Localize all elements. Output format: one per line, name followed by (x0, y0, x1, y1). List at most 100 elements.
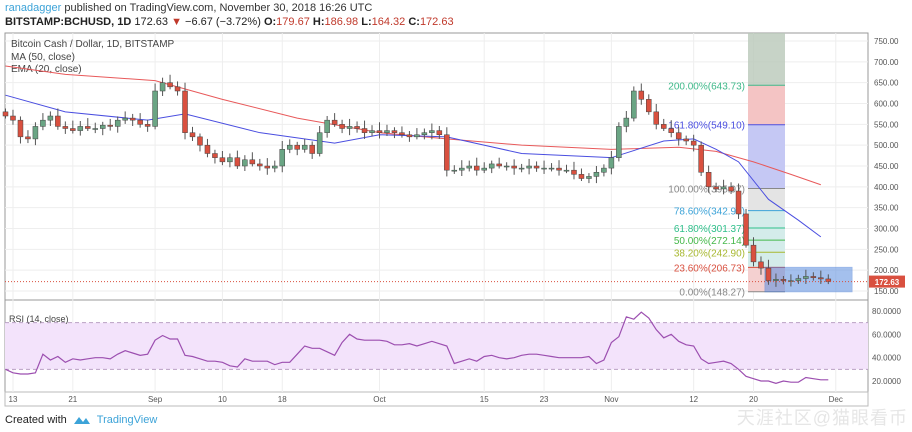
candle-96 (720, 186, 727, 190)
candle-85 (638, 90, 645, 100)
candle-89 (668, 128, 674, 133)
candle-90 (675, 132, 682, 140)
candle-40 (301, 144, 308, 150)
candle-53 (399, 132, 405, 136)
candle-95 (713, 186, 719, 190)
candle-23 (174, 86, 181, 92)
candle-78 (586, 176, 592, 179)
fib-label-4: 61.80%(301.37) (674, 224, 745, 235)
candle-50 (376, 130, 383, 133)
fib-zone (748, 85, 785, 125)
candle-110 (825, 278, 832, 282)
candle-26 (197, 136, 203, 146)
candle-19 (144, 124, 151, 127)
candle-24 (182, 90, 188, 133)
time-tick: 10 (218, 395, 227, 404)
candle-47 (354, 126, 360, 129)
rsi-tick: 80.0000 (872, 307, 901, 316)
fib-label-8: 0.00%(148.27) (679, 288, 745, 299)
candle-55 (414, 134, 420, 138)
candle-20 (152, 90, 158, 127)
symbol: BITSTAMP:BCHUSD, 1D (5, 16, 132, 28)
candle-3 (25, 136, 31, 140)
price-chart[interactable]: Bitcoin Cash / Dollar, 1D, BITSTAMP MA (… (0, 0, 912, 412)
candle-103 (773, 279, 779, 281)
candle-64 (481, 167, 487, 171)
candle-70 (526, 165, 532, 169)
candle-4 (32, 126, 39, 140)
watermark: 天涯社区@猫眼看币 (736, 408, 908, 428)
candle-60 (451, 169, 458, 172)
fib-label-6: 38.20%(242.90) (674, 248, 745, 259)
candle-94 (705, 172, 712, 188)
fib-zone (748, 188, 785, 211)
candle-7 (55, 115, 61, 127)
candle-35 (264, 165, 271, 169)
candle-84 (631, 90, 637, 119)
time-tick: Sep (148, 395, 163, 404)
time-tick: Dec (829, 395, 843, 404)
price-tick: 300.00 (874, 225, 899, 234)
price-tick: 450.00 (874, 162, 899, 171)
candle-31 (234, 157, 241, 167)
candle-104 (780, 279, 787, 281)
tradingview-logo-icon (73, 417, 90, 424)
candle-32 (242, 159, 248, 167)
candle-73 (548, 167, 555, 170)
candle-49 (369, 130, 375, 133)
candle-11 (85, 126, 91, 129)
candle-18 (137, 119, 143, 125)
candle-27 (204, 144, 211, 154)
candle-109 (818, 277, 824, 280)
candle-9 (70, 128, 76, 131)
last-price-label: 172.63 (875, 278, 900, 287)
candle-6 (47, 115, 54, 121)
price-tick: 550.00 (874, 120, 899, 129)
candle-39 (294, 144, 300, 150)
candle-101 (758, 261, 764, 269)
candle-51 (384, 130, 390, 133)
price-range-box (764, 266, 853, 293)
time-tick: 23 (540, 395, 549, 404)
candle-75 (563, 169, 570, 172)
candle-57 (429, 130, 435, 133)
fib-label-1: 161.80%(549.10) (668, 121, 745, 132)
candle-45 (339, 124, 345, 129)
candle-102 (765, 267, 772, 281)
candle-79 (593, 172, 600, 177)
candle-48 (361, 128, 368, 133)
candle-98 (735, 190, 742, 215)
candle-67 (503, 165, 510, 168)
candle-82 (616, 126, 622, 158)
time-axis (4, 391, 869, 407)
candle-62 (466, 165, 473, 169)
tradingview-link[interactable]: TradingView (96, 414, 158, 426)
candle-52 (391, 130, 398, 133)
candle-88 (660, 124, 667, 129)
author-link[interactable]: ranadagger (5, 2, 62, 14)
ema20-legend: EMA (20, close) (11, 64, 82, 75)
price-change: −6.67 (−3.72%) (185, 16, 261, 28)
candle-17 (129, 117, 136, 121)
candle-107 (803, 276, 809, 279)
symbol-info: BITSTAMP:BCHUSD, 1D 172.63 ▼ −6.67 (−3.7… (5, 16, 454, 28)
fib-label-3: 78.60%(342.99) (674, 207, 745, 218)
price-tick: 500.00 (874, 141, 899, 150)
publish-text: published on TradingView.com, November 3… (64, 2, 373, 14)
candle-5 (40, 119, 46, 127)
created-with: Created with (5, 414, 67, 426)
candle-100 (750, 244, 757, 263)
candle-12 (92, 128, 99, 130)
candle-87 (653, 111, 660, 125)
candle-97 (728, 186, 734, 192)
time-tick: 15 (480, 395, 489, 404)
candle-22 (167, 82, 173, 88)
price-tick: 700.00 (874, 58, 899, 67)
close-value: 172.63 (419, 16, 454, 28)
candle-33 (249, 159, 256, 165)
fib-label-0: 200.00%(643.73) (668, 81, 745, 92)
candle-15 (114, 119, 121, 127)
price-tick: 150.00 (874, 287, 899, 296)
ma50-legend: MA (50, close) (11, 52, 75, 63)
time-tick: Nov (604, 395, 618, 404)
